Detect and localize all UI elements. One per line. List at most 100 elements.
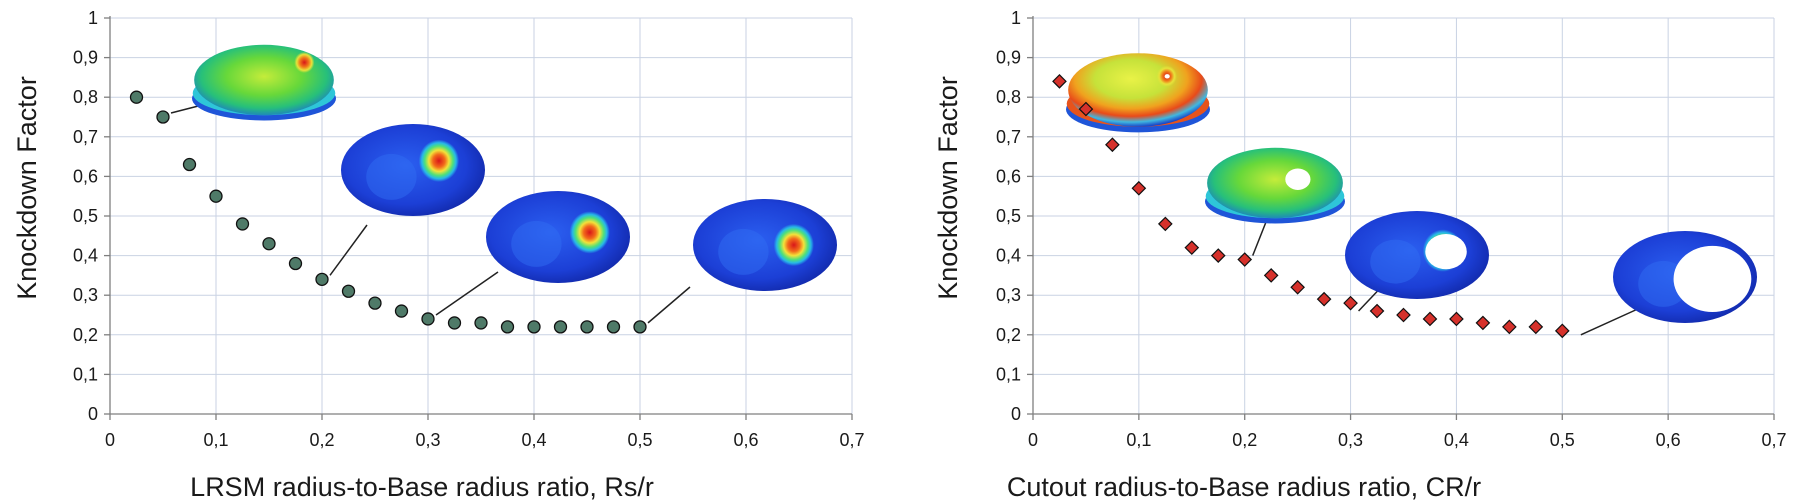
leader-line xyxy=(329,224,368,276)
right-y-tick-label: 0,2 xyxy=(996,325,1021,345)
inset-dome xyxy=(1207,147,1343,219)
right-x-tick-label: 0,4 xyxy=(1444,430,1469,450)
left-x-tick-label: 0,3 xyxy=(415,430,440,450)
inset-shade xyxy=(366,153,417,200)
left-chart: 0 0,1 0,2 0,3 0,4 0,5 0,6 0,7 00,10,20,30,40,50… xyxy=(12,8,865,501)
right-y-tick-label: 0,6 xyxy=(996,166,1021,186)
left-inset-4 xyxy=(647,199,837,324)
right-y-tick-label: 0,3 xyxy=(996,285,1021,305)
data-point xyxy=(1210,248,1226,263)
right-x-tick-labels: 0 0,1 0,2 0,3 0,4 0,5 0,6 0,7 xyxy=(1028,430,1787,450)
right-inset-4 xyxy=(1580,231,1757,336)
data-point xyxy=(580,320,594,334)
left-axes xyxy=(104,16,853,420)
data-point xyxy=(1369,303,1385,319)
right-y-tick-label: 0,8 xyxy=(996,87,1021,107)
left-y-tick-label: 0,2 xyxy=(73,325,98,345)
right-chart: 0 0,1 0,2 0,3 0,4 0,5 0,6 0,7 00,10,20,30,40,50… xyxy=(933,8,1787,501)
data-point xyxy=(1052,74,1067,89)
data-point xyxy=(553,320,568,334)
left-y-tick-label: 0,6 xyxy=(73,166,98,186)
data-point xyxy=(1078,101,1094,117)
data-point xyxy=(315,272,329,287)
left-y-axis-title: Knockdown Factor xyxy=(12,76,42,300)
right-x-tick-label: 0,2 xyxy=(1232,430,1257,450)
left-y-tick-label: 0,4 xyxy=(73,246,98,266)
left-x-tick-labels: 0 0,1 0,2 0,3 0,4 0,5 0,6 0,7 xyxy=(105,430,865,450)
left-x-tick-label: 0 xyxy=(105,430,115,450)
left-y-tick-label: 0,9 xyxy=(73,48,98,68)
left-x-tick-label: 0,4 xyxy=(521,430,546,450)
left-inset-images xyxy=(170,44,837,324)
left-y-tick-label: 0,1 xyxy=(73,364,98,384)
data-point xyxy=(129,90,144,104)
right-y-tick-label: 0,9 xyxy=(996,48,1021,68)
right-inset-images xyxy=(1066,53,1757,336)
leader-line xyxy=(1580,307,1641,336)
leader-line xyxy=(1252,221,1267,256)
right-y-tick-label: 0,4 xyxy=(996,246,1021,266)
inset-cutout-hole xyxy=(1425,234,1467,270)
data-point xyxy=(182,157,197,172)
data-point xyxy=(500,320,515,334)
left-inset-2 xyxy=(329,124,485,276)
data-point xyxy=(1263,268,1279,283)
left-y-tick-labels: 0 0,1 0,2 0,3 0,4 0,5 0,6 0,7 0,8 0,9 1 xyxy=(73,8,98,424)
inset-shade xyxy=(1370,239,1421,284)
left-data-points xyxy=(129,90,647,334)
right-data-points xyxy=(1052,74,1570,339)
data-point xyxy=(1237,252,1253,267)
left-y-tick-label: 0,8 xyxy=(73,87,98,107)
data-point xyxy=(1475,315,1491,331)
left-x-tick-label: 0,5 xyxy=(627,430,652,450)
inset-hot-spot xyxy=(773,223,814,267)
data-point xyxy=(209,189,223,203)
inset-cutout-hole xyxy=(1673,245,1752,312)
inset-hot-spot xyxy=(569,211,610,254)
data-point xyxy=(1184,240,1200,256)
data-point xyxy=(1290,279,1305,295)
data-point xyxy=(1449,311,1464,327)
left-y-tick-label: 1 xyxy=(88,8,98,28)
data-point xyxy=(368,296,382,310)
inset-shade xyxy=(718,228,769,275)
left-y-tick-label: 0,5 xyxy=(73,206,98,226)
data-point xyxy=(1316,291,1332,307)
right-y-tick-labels: 0 0,1 0,2 0,3 0,4 0,5 0,6 0,7 0,8 0,9 1 xyxy=(996,8,1021,424)
data-point xyxy=(394,304,409,318)
data-point xyxy=(1528,319,1544,335)
data-point xyxy=(421,312,435,326)
data-point xyxy=(262,237,276,251)
right-x-tick-label: 0 xyxy=(1028,430,1038,450)
data-point xyxy=(527,320,541,334)
right-inset-3 xyxy=(1345,211,1489,312)
right-x-tick-label: 0,5 xyxy=(1550,430,1575,450)
data-point xyxy=(606,320,621,334)
right-axes xyxy=(1027,16,1775,420)
data-point xyxy=(1131,180,1147,196)
right-inset-2 xyxy=(1205,147,1345,256)
right-y-tick-label: 0,7 xyxy=(996,127,1021,147)
leader-line xyxy=(435,271,499,316)
data-point xyxy=(1502,319,1517,335)
left-x-tick-label: 0,2 xyxy=(309,430,334,450)
inset-dome xyxy=(1068,53,1208,127)
left-y-tick-label: 0,7 xyxy=(73,127,98,147)
left-inset-1 xyxy=(170,44,336,121)
right-y-tick-label: 1 xyxy=(1011,8,1021,28)
data-point xyxy=(447,316,462,330)
data-point xyxy=(1554,323,1570,339)
right-x-tick-label: 0,6 xyxy=(1656,430,1681,450)
data-point xyxy=(1396,307,1411,323)
leader-line xyxy=(647,286,691,324)
inset-cutout-hole xyxy=(1164,74,1170,79)
left-x-tick-label: 0,1 xyxy=(203,430,228,450)
data-point xyxy=(1343,295,1358,311)
inset-hot-spot xyxy=(418,139,460,182)
data-point xyxy=(288,256,303,271)
left-y-tick-label: 0 xyxy=(88,404,98,424)
right-y-tick-label: 0,5 xyxy=(996,206,1021,226)
data-point xyxy=(633,320,647,334)
right-y-axis-title: Knockdown Factor xyxy=(933,76,963,300)
left-x-tick-label: 0,6 xyxy=(733,430,758,450)
